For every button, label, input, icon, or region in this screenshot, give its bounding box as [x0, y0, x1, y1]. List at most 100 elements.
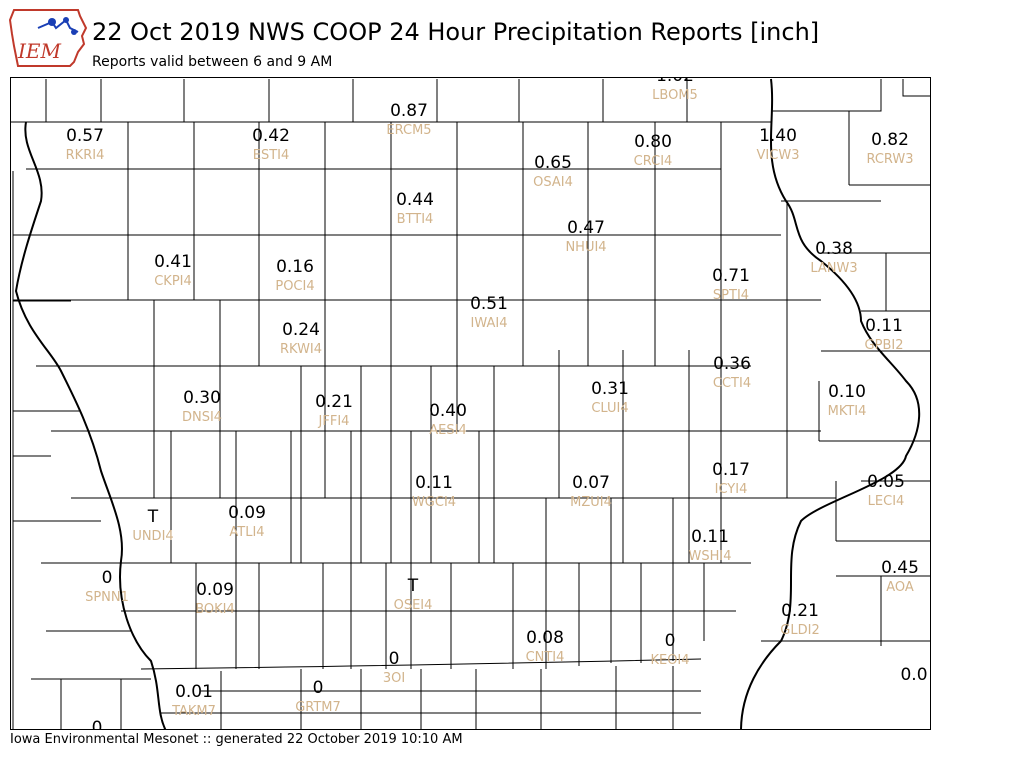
station-report: 0.08 CNTI4 [526, 628, 565, 665]
station-id: CKPI4 [154, 274, 192, 289]
station-id: POCI4 [275, 279, 314, 294]
station-id: RKRI4 [66, 148, 105, 163]
precip-value: 0.71 [712, 266, 750, 286]
precip-value: 0.21 [781, 601, 819, 621]
station-report: 0 [92, 718, 103, 730]
station-report: T OSEI4 [394, 576, 433, 613]
map-subtitle: Reports valid between 6 and 9 AM [92, 54, 333, 70]
station-report: 0.10 MKTI4 [828, 382, 867, 419]
precip-value: 0.47 [567, 218, 605, 238]
precip-value: 0 [102, 568, 113, 588]
station-id: MZUI4 [570, 495, 612, 510]
station-report: 0.47 NHUI4 [565, 218, 606, 255]
station-report: 0.45 AOA [881, 558, 919, 595]
station-id: CCTI4 [713, 376, 751, 391]
station-report: 0.21 JFFI4 [315, 392, 353, 429]
precip-value: 0.21 [315, 392, 353, 412]
precip-value: 1.40 [759, 126, 797, 146]
precip-value: 0.08 [526, 628, 564, 648]
precip-value: 0.40 [429, 401, 467, 421]
precip-value: 0.01 [175, 682, 213, 702]
station-report: 0 GRTM7 [295, 678, 341, 715]
station-id: RKWI4 [280, 342, 322, 357]
precip-value: 0.36 [713, 354, 751, 374]
precip-value: 0.87 [390, 101, 428, 121]
precip-value: 0.17 [712, 460, 750, 480]
station-report: 0.57 RKRI4 [66, 126, 105, 163]
station-report: 0.11 WSHI4 [689, 527, 732, 564]
station-report: 0.01 TAKM7 [171, 682, 216, 719]
station-report: 0.38 LANW3 [810, 239, 857, 276]
station-report: 0.11 GPBI2 [865, 316, 904, 353]
station-report: 0.21 GLDI2 [780, 601, 819, 638]
precip-value: 1.02 [656, 78, 694, 86]
precip-value: T [407, 576, 419, 596]
station-id: IWAI4 [471, 316, 508, 331]
logo-text: IEM [17, 39, 62, 63]
footer-credit: Iowa Environmental Mesonet :: generated … [10, 732, 463, 747]
station-id: NHUI4 [565, 240, 606, 255]
map-title: 22 Oct 2019 NWS COOP 24 Hour Precipitati… [92, 18, 820, 46]
precip-value: 0.07 [572, 473, 610, 493]
station-id: TAKM7 [171, 704, 216, 719]
station-id: CRCI4 [634, 154, 673, 169]
station-id: ICYI4 [715, 482, 748, 497]
station-id: LBOM5 [652, 88, 698, 103]
station-id: OSEI4 [394, 598, 433, 613]
precip-value: 0.16 [276, 257, 314, 277]
station-report: 0.41 CKPI4 [154, 252, 192, 289]
station-id: OSAI4 [533, 175, 573, 190]
station-id: SPNN1 [85, 590, 129, 605]
station-id: JFFI4 [318, 414, 350, 429]
precip-value: 0.24 [282, 320, 320, 340]
station-id: CLUI4 [591, 401, 628, 416]
precip-value: 0.82 [871, 130, 909, 150]
station-id: GRTM7 [295, 700, 341, 715]
station-report: 0.42 ESTI4 [252, 126, 290, 163]
precip-value: 0.51 [470, 294, 508, 314]
station-report: 0.30 DNSI4 [182, 388, 222, 425]
precip-value: 0.30 [183, 388, 221, 408]
station-report: 0.80 CRCI4 [634, 132, 673, 169]
station-id: GPBI2 [865, 338, 904, 353]
precip-value: 0 [92, 718, 103, 730]
station-id: SPTI4 [713, 288, 749, 303]
precip-value: 0.45 [881, 558, 919, 578]
precip-value: 0.38 [815, 239, 853, 259]
station-report: 0.17 ICYI4 [712, 460, 750, 497]
station-id: LECI4 [868, 494, 905, 509]
station-id: UNDI4 [132, 529, 173, 544]
station-report: T UNDI4 [132, 507, 173, 544]
precip-value: 0.10 [828, 382, 866, 402]
precip-map: 1.02 LBOM5 0.87 ERCM5 0.57 RKRI4 0.42 ESTI4 0.65… [10, 77, 931, 730]
station-report: 0.40 AESI4 [429, 401, 467, 438]
station-id: ATLI4 [229, 525, 264, 540]
precip-value: 0.0 [900, 665, 927, 685]
precip-value: 0.31 [591, 379, 629, 399]
station-report: 1.40 VICW3 [757, 126, 800, 163]
station-id: MKTI4 [828, 404, 867, 419]
station-report: 0.07 MZUI4 [570, 473, 612, 510]
station-report: 0.87 ERCM5 [386, 101, 431, 138]
precip-value: 0.41 [154, 252, 192, 272]
station-report: 0 KEOI4 [650, 631, 689, 668]
station-id: BTTI4 [397, 212, 434, 227]
precip-value: T [147, 507, 159, 527]
station-id: WGCI4 [412, 495, 456, 510]
station-id: ESTI4 [253, 148, 290, 163]
station-id: GLDI2 [780, 623, 819, 638]
precip-value: 0.80 [634, 132, 672, 152]
county-boundaries [11, 78, 930, 729]
station-id: CNTI4 [526, 650, 565, 665]
station-report: 0.24 RKWI4 [280, 320, 322, 357]
station-report: 0.31 CLUI4 [591, 379, 629, 416]
station-id: RCRW3 [866, 152, 913, 167]
station-id: AESI4 [429, 423, 466, 438]
station-report: 0.09 ATLI4 [228, 503, 266, 540]
station-id: ERCM5 [386, 123, 431, 138]
precip-value: 0.44 [396, 190, 434, 210]
station-report: 0.44 BTTI4 [396, 190, 434, 227]
station-report: 0.16 POCI4 [275, 257, 314, 294]
station-report: 0.51 IWAI4 [470, 294, 508, 331]
